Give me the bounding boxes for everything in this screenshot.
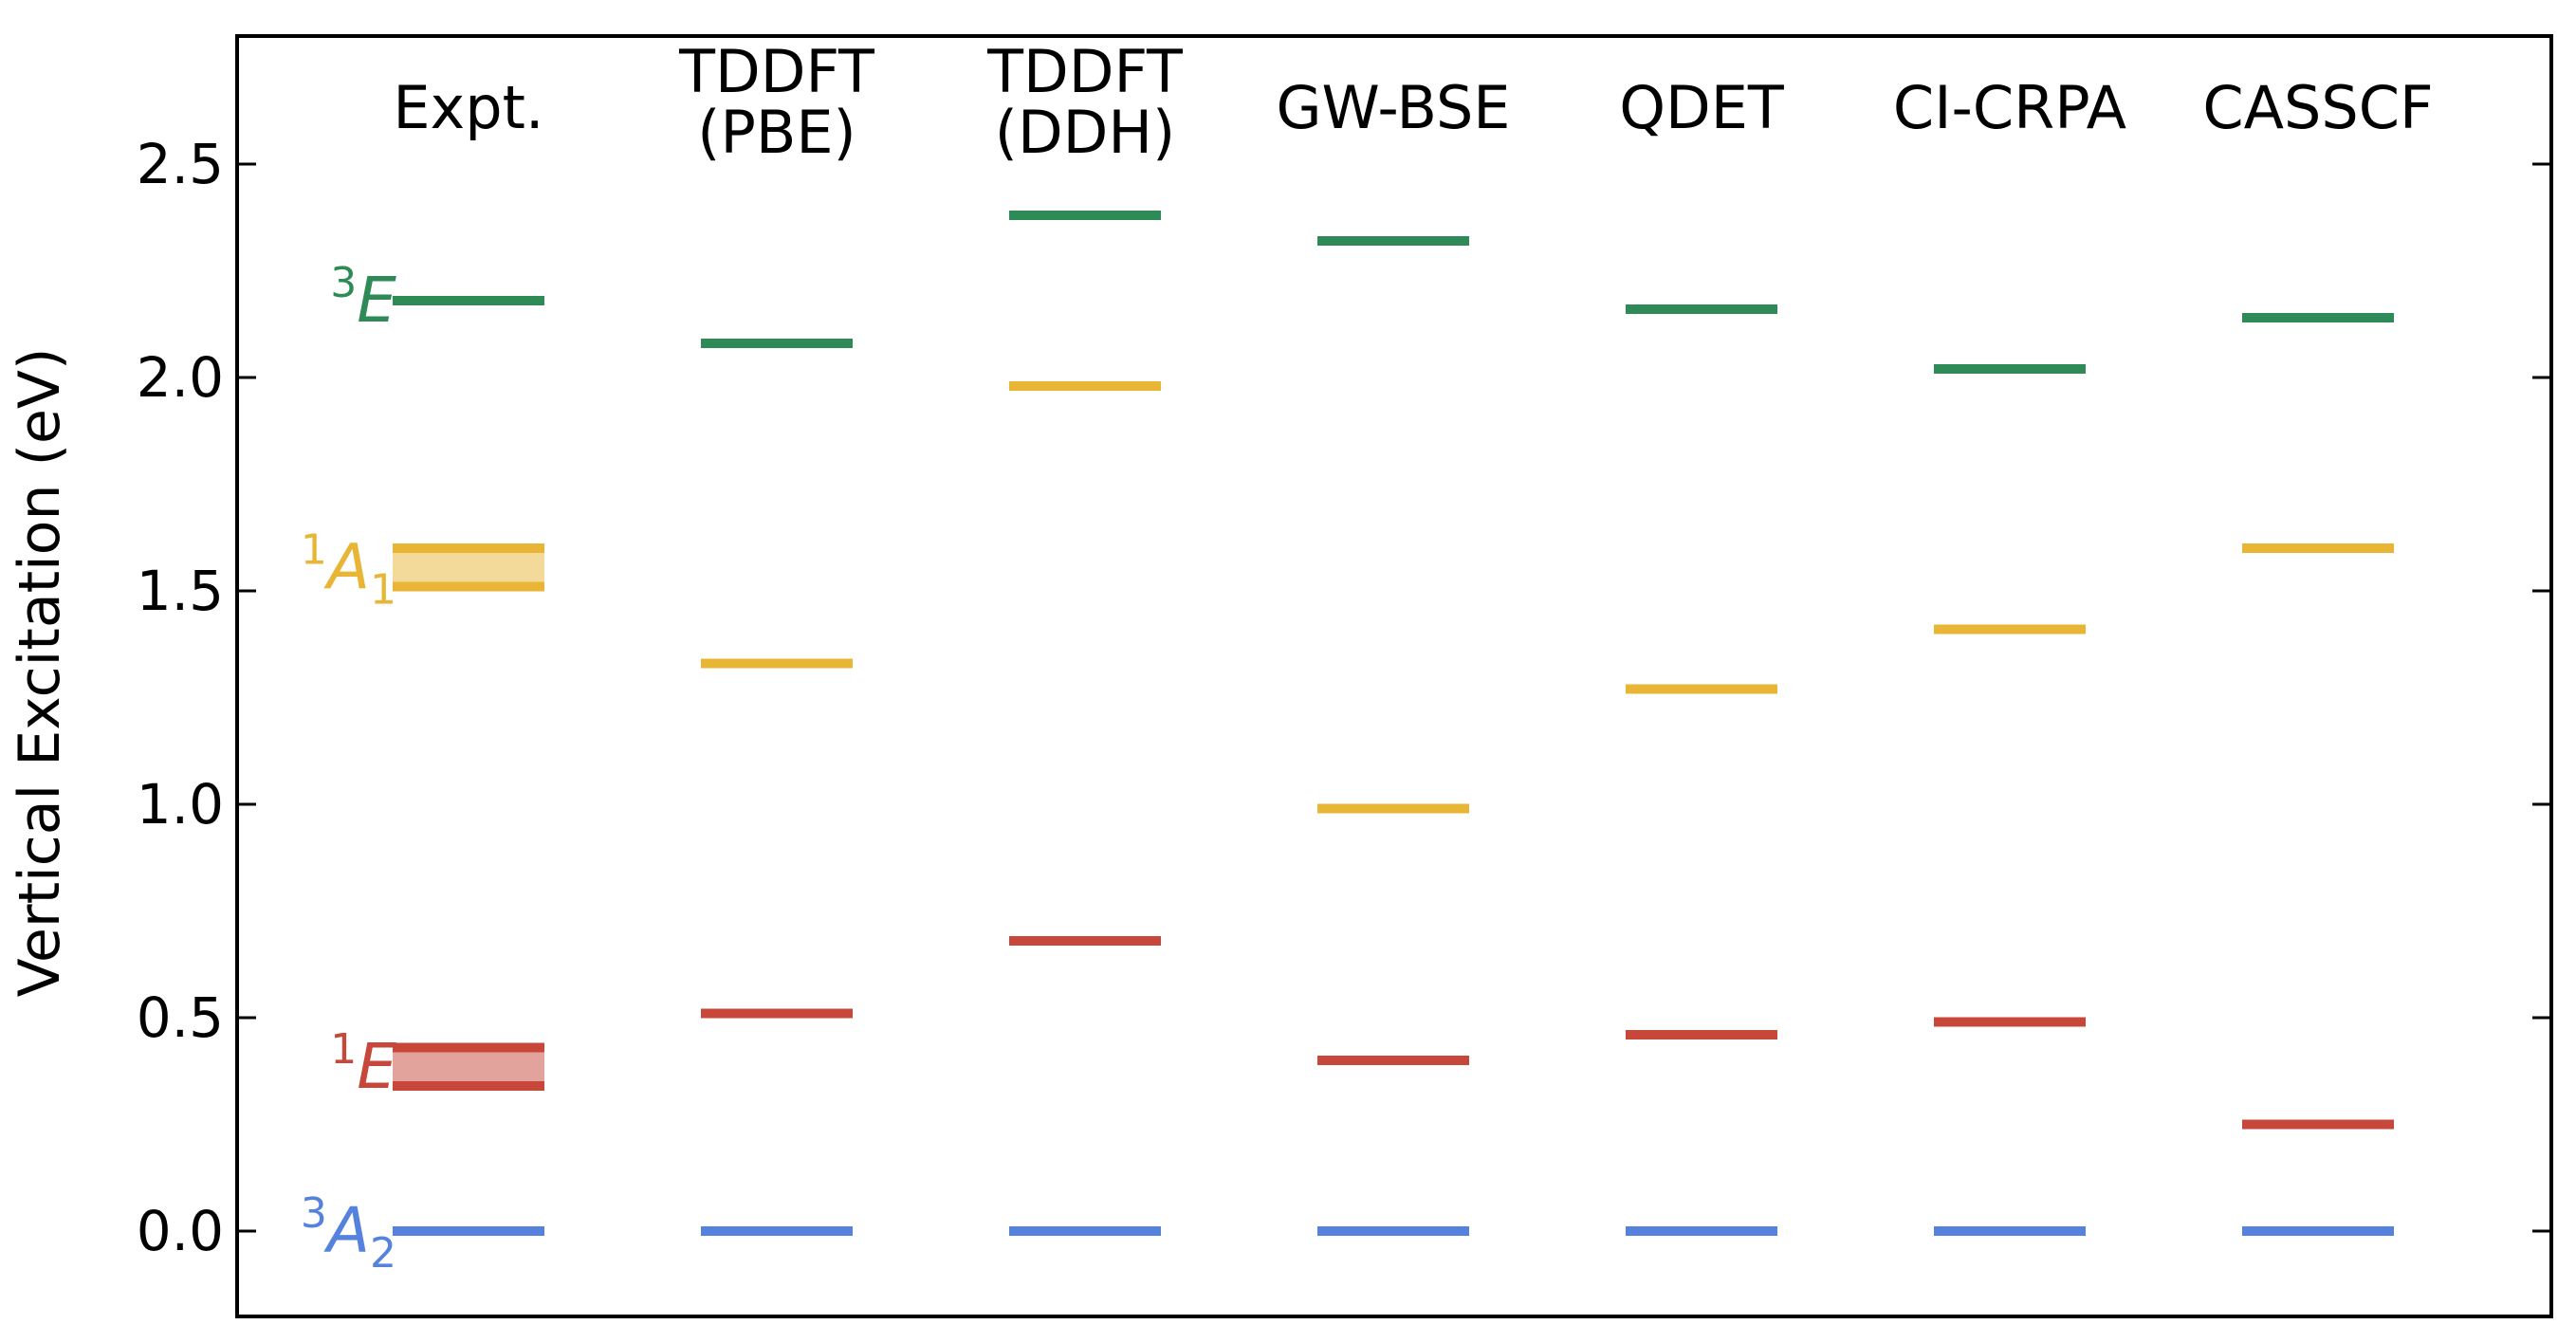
y-tick-label-3: 1.5 [137, 559, 224, 623]
method-label-2-line-0: TDDFT [986, 37, 1184, 106]
method-label-5: CI-CRPA [1893, 73, 2126, 142]
state-label-1E: 1E [330, 1025, 396, 1103]
state-label-1A1: 1A1 [301, 525, 396, 614]
method-label-1-line-1: (PBE) [697, 98, 856, 167]
y-tick-label-0: 0.0 [137, 1199, 224, 1263]
method-label-2-line-1: (DDH) [995, 98, 1175, 167]
expt-band-1A1 [393, 548, 544, 587]
method-label-0: Expt. [393, 73, 543, 142]
axes-frame [235, 34, 2553, 1318]
y-axis-label: Vertical Excitation (eV) [7, 348, 73, 998]
y-tick-label-1: 0.5 [137, 985, 224, 1050]
method-label-6: CASSCF [2202, 73, 2433, 142]
y-tick-label-5: 2.5 [137, 132, 224, 196]
y-tick-label-2: 1.0 [137, 772, 224, 837]
method-label-4: QDET [1619, 73, 1785, 142]
plot-area: 0.00.51.01.52.02.5Expt.TDDFT(PBE)TDDFT(D… [137, 34, 2553, 1318]
expt-band-1E [393, 1047, 544, 1086]
y-tick-label-4: 2.0 [137, 345, 224, 410]
state-label-3A2: 3A2 [301, 1189, 396, 1278]
method-label-1-line-0: TDDFT [678, 37, 875, 106]
state-label-3E: 3E [330, 259, 396, 337]
method-label-3: GW-BSE [1277, 73, 1511, 142]
